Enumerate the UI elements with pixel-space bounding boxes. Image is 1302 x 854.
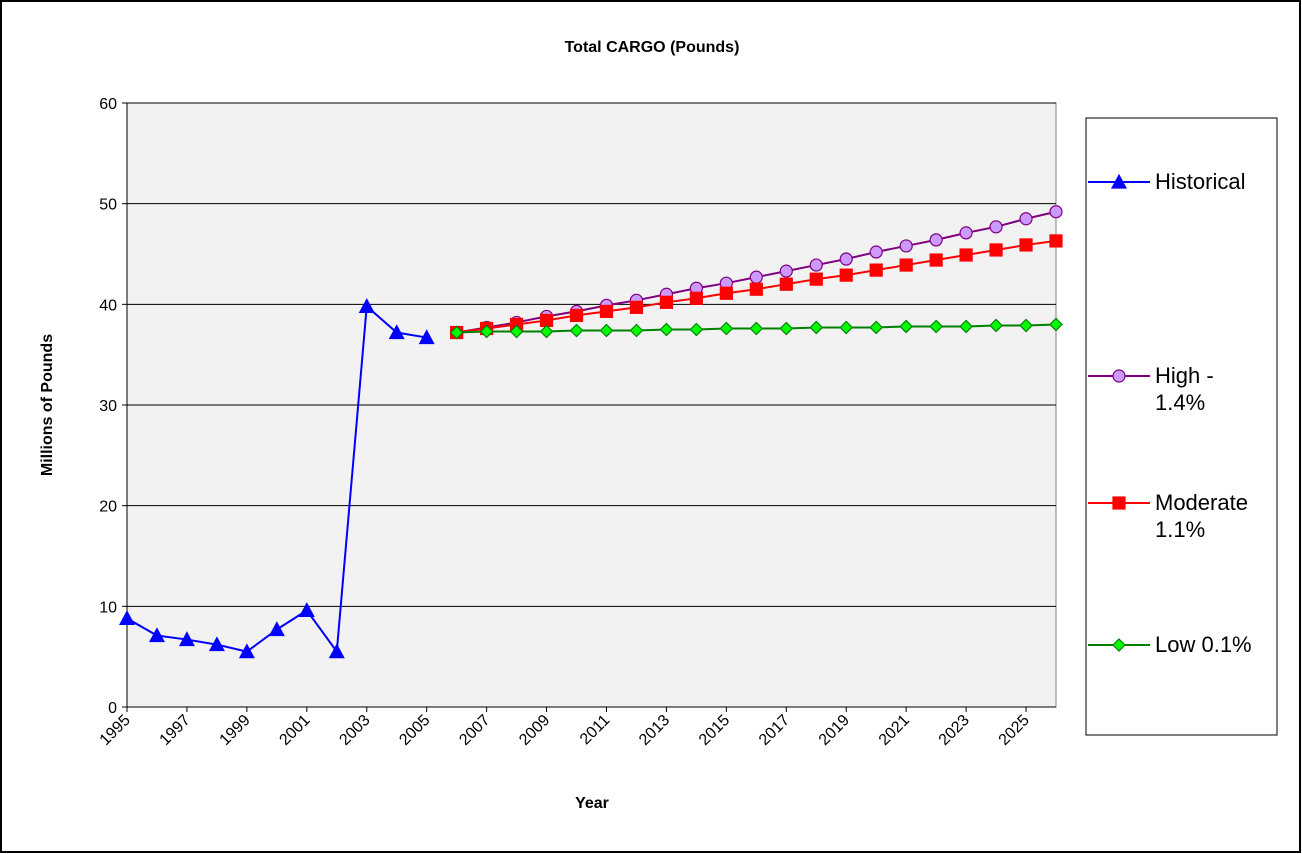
legend-label: High - 1.4% (1155, 363, 1214, 415)
legend-marker (1112, 638, 1126, 652)
y-tick-label: 0 (108, 700, 117, 717)
marker (268, 621, 285, 637)
marker (959, 226, 973, 240)
chart-title: Total CARGO (Pounds) (565, 39, 740, 56)
x-axis-label: Year (575, 795, 609, 812)
marker (629, 323, 644, 338)
marker (418, 329, 435, 345)
marker (899, 258, 913, 272)
marker (779, 277, 793, 291)
marker (809, 320, 824, 335)
marker (749, 321, 764, 336)
marker (929, 233, 943, 247)
y-tick-label: 50 (99, 197, 117, 214)
marker (809, 258, 823, 272)
marker (539, 324, 554, 339)
marker (749, 282, 763, 296)
marker (869, 263, 883, 277)
marker (929, 319, 943, 334)
marker (569, 308, 584, 323)
marker (959, 248, 973, 262)
marker (178, 631, 195, 647)
marker (238, 643, 255, 659)
marker (659, 295, 674, 309)
legend-label: Historical (1155, 169, 1246, 194)
y-tick-label: 20 (99, 499, 117, 516)
marker (148, 627, 165, 643)
marker (869, 245, 883, 259)
marker (659, 322, 674, 337)
marker (989, 220, 1003, 234)
legend-box (1085, 117, 1278, 736)
marker (689, 322, 704, 337)
marker (1049, 205, 1063, 219)
marker (839, 252, 853, 266)
marker (779, 264, 793, 278)
marker (809, 272, 823, 286)
y-tick-label: 40 (99, 297, 117, 314)
marker (689, 291, 703, 305)
marker (1049, 234, 1063, 248)
marker (989, 318, 1003, 333)
marker (629, 300, 644, 314)
legend-marker (1112, 496, 1126, 510)
legend-marker (1112, 369, 1126, 383)
marker (839, 268, 853, 282)
y-tick-label: 60 (99, 96, 117, 113)
marker (779, 321, 794, 336)
marker (1049, 317, 1063, 332)
legend-marker (1110, 173, 1128, 189)
marker (749, 270, 763, 284)
marker (1019, 238, 1033, 252)
marker (899, 319, 914, 334)
legend-label: Low 0.1% (1155, 632, 1252, 657)
marker (118, 610, 136, 626)
y-axis-label: Millions of Pounds (39, 334, 56, 476)
marker (599, 323, 614, 338)
marker (1019, 318, 1033, 333)
marker (989, 243, 1003, 257)
marker (1019, 212, 1033, 226)
marker (539, 313, 554, 328)
marker (509, 324, 524, 339)
y-tick-label: 30 (99, 398, 117, 415)
y-tick-label: 10 (99, 599, 117, 616)
marker (899, 239, 913, 253)
marker (959, 319, 973, 334)
marker (719, 321, 734, 336)
marker (328, 643, 345, 659)
marker (358, 298, 375, 313)
legend-label: Moderate 1.1% (1155, 490, 1248, 542)
marker (839, 320, 854, 335)
marker (208, 636, 225, 652)
marker (449, 325, 464, 340)
marker (388, 324, 405, 340)
marker (298, 602, 315, 617)
marker (719, 286, 733, 300)
marker (479, 324, 494, 339)
marker (929, 253, 943, 267)
marker (869, 320, 884, 335)
marker (599, 304, 614, 318)
marker (569, 323, 584, 338)
